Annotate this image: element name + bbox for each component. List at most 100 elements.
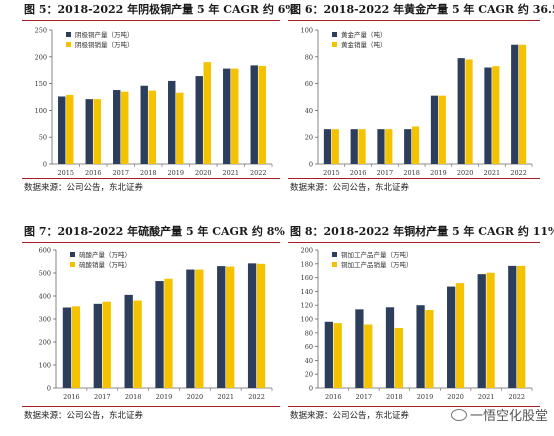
wechat-icon bbox=[450, 408, 467, 421]
bar-series-1 bbox=[484, 67, 492, 164]
x-tick-label: 2019 bbox=[417, 393, 434, 401]
chart-panel-fig8: 图 8：2018-2022 年铜材产量 5 年 CAGR 约 11% 0 20 40… bbox=[288, 222, 554, 428]
bar-series-1 bbox=[457, 58, 465, 164]
bar-series-2 bbox=[226, 266, 235, 388]
y-tick-label: 200 bbox=[39, 339, 51, 347]
y-tick-label: 160 bbox=[301, 274, 313, 282]
bar-series-2 bbox=[358, 129, 366, 164]
x-tick-label: 2018 bbox=[140, 169, 157, 177]
bar-series-2 bbox=[133, 300, 142, 388]
bar-series-1 bbox=[377, 129, 385, 164]
bar-series-1 bbox=[140, 85, 148, 164]
y-tick-label: 500 bbox=[39, 270, 51, 278]
y-tick-label: 120 bbox=[301, 302, 313, 310]
bar-series-1 bbox=[416, 305, 425, 388]
legend-label: 黄金销量（吨） bbox=[341, 40, 387, 49]
watermark: 一悟空化股堂 bbox=[450, 405, 548, 424]
y-tick-label: 100 bbox=[39, 362, 51, 370]
y-tick-label: 140 bbox=[301, 288, 313, 296]
y-tick-label: 40 bbox=[305, 357, 313, 365]
x-tick-label: 2020 bbox=[187, 393, 204, 401]
x-tick-label: 2021 bbox=[484, 169, 501, 177]
title-rule bbox=[22, 242, 280, 244]
bar-series-2 bbox=[394, 327, 403, 388]
bar-series-2 bbox=[71, 306, 81, 388]
x-tick-label: 2022 bbox=[510, 169, 527, 177]
bar-series-2 bbox=[256, 263, 266, 388]
x-tick-label: 2017 bbox=[94, 393, 111, 401]
y-tick-label: 50 bbox=[39, 134, 47, 142]
bar-series-1 bbox=[385, 307, 395, 388]
bar-series-1 bbox=[217, 266, 226, 388]
chart-title: 图 7：2018-2022 年硫酸产量 5 年 CAGR 约 8% bbox=[24, 225, 285, 238]
y-tick-label: 200 bbox=[35, 53, 47, 61]
bar-series-1 bbox=[58, 96, 66, 164]
bar-series-2 bbox=[102, 301, 111, 388]
legend-swatch bbox=[332, 252, 337, 257]
bar-series-1 bbox=[168, 80, 176, 164]
chart-panel-fig7: 图 7：2018-2022 年硫酸产量 5 年 CAGR 约 8% 0 100 20… bbox=[22, 222, 285, 428]
bar-series-2 bbox=[411, 126, 420, 164]
x-tick-label: 2017 bbox=[112, 169, 129, 177]
y-tick-label: 180 bbox=[301, 260, 313, 268]
chart-source: 数据来源：公司公告，东北证券 bbox=[290, 411, 410, 421]
y-tick-label: 60 bbox=[305, 80, 313, 88]
bar-series-2 bbox=[492, 66, 500, 164]
source-rule bbox=[288, 178, 540, 179]
y-tick-label: 80 bbox=[305, 329, 313, 337]
y-tick-label: 80 bbox=[305, 53, 313, 61]
bar-series-2 bbox=[455, 283, 465, 388]
x-tick-label: 2015 bbox=[323, 169, 340, 177]
bar-series-1 bbox=[355, 309, 364, 388]
bar-series-1 bbox=[124, 294, 133, 388]
x-tick-label: 2017 bbox=[377, 169, 394, 177]
chart-source: 数据来源：公司公告，东北证券 bbox=[24, 183, 144, 193]
x-tick-label: 2022 bbox=[248, 393, 265, 401]
chart-title: 图 5：2018-2022 年阴极铜产量 5 年 CAGR 约 6% bbox=[24, 3, 296, 16]
y-tick-label: 300 bbox=[39, 316, 51, 324]
source-rule bbox=[288, 406, 540, 407]
bar-series-1 bbox=[247, 263, 257, 388]
y-tick-label: 0 bbox=[309, 161, 313, 169]
bar-series-2 bbox=[486, 272, 495, 388]
bar-series-2 bbox=[331, 129, 339, 164]
bar-series-2 bbox=[121, 91, 129, 164]
bar-series-1 bbox=[155, 281, 164, 388]
bar-series-2 bbox=[176, 92, 184, 164]
chart-source: 数据来源：公司公告，东北证券 bbox=[24, 411, 144, 421]
legend-label: 阴极铜销量（万吨） bbox=[75, 40, 134, 49]
x-tick-label: 2016 bbox=[63, 393, 80, 401]
x-tick-label: 2015 bbox=[57, 169, 74, 177]
x-tick-label: 2018 bbox=[386, 393, 403, 401]
bar-series-2 bbox=[517, 265, 526, 388]
bar-series-2 bbox=[93, 99, 101, 164]
y-tick-label: 40 bbox=[305, 107, 313, 115]
legend-swatch bbox=[332, 262, 337, 267]
bar-series-2 bbox=[333, 323, 342, 388]
x-tick-label: 2021 bbox=[222, 169, 239, 177]
chart-panel-fig6: 图 6：2018-2022 年黄金产量 5 年 CAGR 约 36.5% 0 20… bbox=[288, 0, 554, 200]
x-tick-label: 2019 bbox=[167, 169, 184, 177]
bar-series-2 bbox=[364, 324, 373, 388]
y-tick-label: 60 bbox=[305, 343, 313, 351]
chart-panel-fig5: 图 5：2018-2022 年阴极铜产量 5 年 CAGR 约 6% 0 50 10… bbox=[22, 0, 296, 200]
bar-series-1 bbox=[404, 129, 412, 164]
x-tick-label: 2020 bbox=[195, 169, 212, 177]
y-tick-label: 250 bbox=[35, 27, 47, 35]
y-tick-label: 100 bbox=[35, 107, 47, 115]
watermark-text: 一悟空化股堂 bbox=[469, 409, 548, 424]
bar-series-1 bbox=[186, 269, 195, 388]
bar-series-1 bbox=[223, 68, 231, 164]
x-tick-label: 2019 bbox=[156, 393, 173, 401]
bar-series-2 bbox=[203, 62, 211, 164]
y-tick-label: 600 bbox=[39, 247, 51, 255]
x-tick-label: 2016 bbox=[85, 169, 102, 177]
legend-swatch bbox=[332, 42, 337, 47]
bar-chart: 0 20 40 60 80 100 2015 2016 2017 2018 2019 2020 2021… bbox=[301, 27, 533, 177]
legend-label: 阴极铜产量（万吨） bbox=[75, 30, 134, 39]
bar-series-1 bbox=[508, 265, 517, 388]
x-tick-label: 2021 bbox=[217, 393, 234, 401]
bar-series-2 bbox=[66, 94, 74, 164]
chart-title: 图 8：2018-2022 年铜材产量 5 年 CAGR 约 11% bbox=[290, 225, 554, 238]
bar-series-1 bbox=[93, 303, 102, 388]
